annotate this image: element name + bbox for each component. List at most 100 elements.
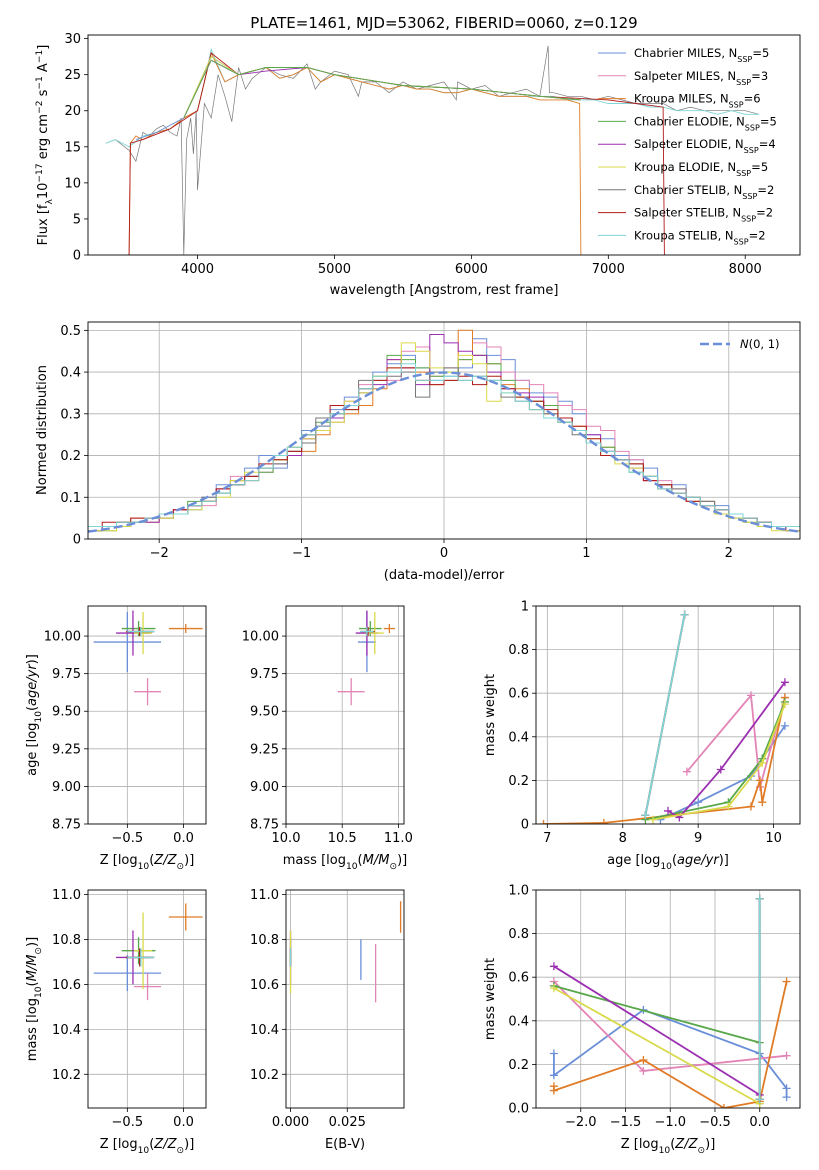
weight-marker	[755, 1095, 764, 1104]
errorbar-point	[134, 612, 153, 655]
weight-marker	[746, 802, 755, 811]
y-tick-label: 1.0	[508, 884, 529, 899]
age-vs-mass-panel: 10.0 10.5 11.0 8.75 9.00 9.25 9.50 9.75 10.00 mas…	[242, 605, 413, 872]
age-vs-z-panel-ylabel: age [log10(age/yr)]	[25, 654, 44, 776]
y-tick-label: 10	[64, 176, 81, 191]
y-tick-label: 0	[73, 249, 81, 264]
mass-vs-ebv-panel: 0.000 0.025 10.2 10.4 10.6 10.8 11.0 E(B-V)	[250, 888, 405, 1152]
weight-marker	[780, 721, 789, 730]
weight-vs-z-panel: −2.0 −1.5 −1.0 −0.5 0.0 0.0 0.2 0.4 0.6 0.8 1.0 Z […	[483, 884, 801, 1156]
x-tick-label: −0.5	[112, 1115, 144, 1130]
weight-vs-z-panel-xlabel: Z [log10(Z/Z⊙)]	[621, 1137, 716, 1156]
weight-line-chabrier-elodie	[645, 701, 786, 821]
spectrum-panel: 4000 5000 6000 7000 8000 0 5 10 15 20 25 30 PLATE=14…	[35, 14, 801, 298]
y-tick-label: 10.8	[250, 933, 279, 948]
mass-vs-z-panel-ylabel: mass [log10(M/M⊙)]	[25, 937, 44, 1061]
weight-marker	[539, 820, 548, 824]
weight-line-kroupa-miles	[543, 697, 786, 824]
x-tick-label: 8	[619, 831, 627, 846]
y-tick-label: 9.50	[52, 705, 81, 720]
mass-vs-z-panel-xlabel: Z [log10(Z/Z⊙)]	[100, 1137, 195, 1156]
errorbar-point	[168, 903, 203, 931]
y-tick-label: 10.00	[242, 630, 279, 645]
weight-marker	[758, 798, 767, 807]
age-vs-z-panel-xlabel: Z [log10(Z/Z⊙)]	[100, 853, 195, 872]
x-tick-label: 0.0	[749, 1115, 770, 1130]
x-tick-label: 4000	[181, 262, 214, 277]
plot-area	[105, 45, 759, 255]
weight-line-kroupa-stelib	[644, 614, 686, 816]
weight-marker	[782, 1051, 791, 1060]
weight-vs-age-panel-xlabel: age [log10(age/yr)]	[607, 853, 729, 872]
legend-entry: Chabrier ELODIE, NSSP=5	[634, 114, 777, 131]
weight-marker	[549, 962, 558, 971]
legend-entry: Salpeter ELODIE, NSSP=4	[634, 137, 776, 155]
x-tick-label: 6000	[455, 262, 488, 277]
errorbar-point	[127, 627, 155, 637]
legend-entry: Kroupa MILES, NSSP=6	[634, 92, 761, 110]
plot-area	[286, 890, 404, 1108]
errorbar-point	[93, 955, 162, 992]
y-tick-label: 0.3	[60, 407, 81, 422]
y-tick-label: 0.2	[508, 1058, 529, 1073]
y-tick-label: 0	[521, 818, 529, 833]
plot-area	[286, 606, 404, 824]
y-tick-label: 0.6	[508, 971, 529, 986]
y-tick-label: 0.0	[508, 1102, 529, 1117]
errorbar-point	[134, 973, 162, 1001]
spectrum-line-kroupa-miles	[128, 51, 582, 255]
y-tick-label: 0.2	[508, 774, 529, 789]
x-tick-label: 8000	[729, 262, 762, 277]
weight-marker	[599, 818, 608, 824]
x-tick-label: 10	[765, 831, 782, 846]
age-vs-mass-panel-xlabel: mass [log10(M/M⊙)]	[283, 853, 407, 872]
y-tick-label: 11.0	[52, 888, 81, 903]
weight-marker	[716, 765, 725, 774]
axes-frame	[535, 605, 801, 825]
weight-marker	[755, 894, 764, 903]
x-tick-label: −2	[150, 546, 169, 561]
y-tick-label: 9.00	[52, 780, 81, 795]
weight-marker	[648, 815, 657, 824]
y-tick-label: 0.2	[60, 449, 81, 464]
y-tick-label: 0.8	[508, 643, 529, 658]
y-tick-label: 10.2	[250, 1068, 279, 1083]
x-tick-label: 7000	[592, 262, 625, 277]
legend-entry: Kroupa STELIB, NSSP=2	[634, 228, 766, 246]
weight-marker	[782, 1084, 791, 1093]
y-tick-label: 10.00	[44, 630, 81, 645]
x-tick-label: −1.0	[654, 1115, 686, 1130]
age-vs-z-panel: −0.5 0.0 8.75 9.00 9.25 9.50 9.75 10.00 Z [log10…	[25, 605, 207, 872]
weight-marker	[780, 700, 789, 709]
x-tick-label: −1	[292, 546, 311, 561]
y-tick-label: 0.4	[508, 730, 529, 745]
spectrum-legend: Chabrier MILES, NSSP=5 Salpeter MILES, NS…	[598, 46, 777, 246]
y-tick-label: 9.75	[52, 667, 81, 682]
x-tick-label: 1	[582, 546, 590, 561]
y-tick-label: 10.4	[52, 1023, 81, 1038]
legend-entry: Salpeter MILES, NSSP=3	[634, 69, 768, 87]
y-tick-label: 8.75	[250, 818, 279, 833]
y-tick-label: 11.0	[250, 888, 279, 903]
y-tick-label: 0.6	[508, 687, 529, 702]
weight-vs-age-panel-ylabel: mass weight	[483, 674, 498, 756]
y-tick-label: 0.1	[60, 491, 81, 506]
axes-frame	[87, 321, 801, 540]
y-tick-label: 0.4	[60, 366, 81, 381]
y-tick-label: 10.6	[52, 978, 81, 993]
y-tick-label: 20	[64, 104, 81, 119]
y-tick-label: 25	[64, 68, 81, 83]
weight-marker	[758, 758, 767, 767]
x-tick-label: 5000	[318, 262, 351, 277]
errorbar-point	[365, 612, 384, 655]
histogram-kroupa-stelib	[88, 363, 800, 527]
errorbar-point	[134, 678, 162, 706]
weight-vs-z-panel-ylabel: mass weight	[483, 958, 498, 1040]
plot-area	[536, 606, 800, 824]
errorbar-point	[168, 624, 203, 634]
y-tick-label: 10.6	[250, 978, 279, 993]
y-tick-label: 15	[64, 140, 81, 155]
axes-frame	[87, 605, 207, 825]
